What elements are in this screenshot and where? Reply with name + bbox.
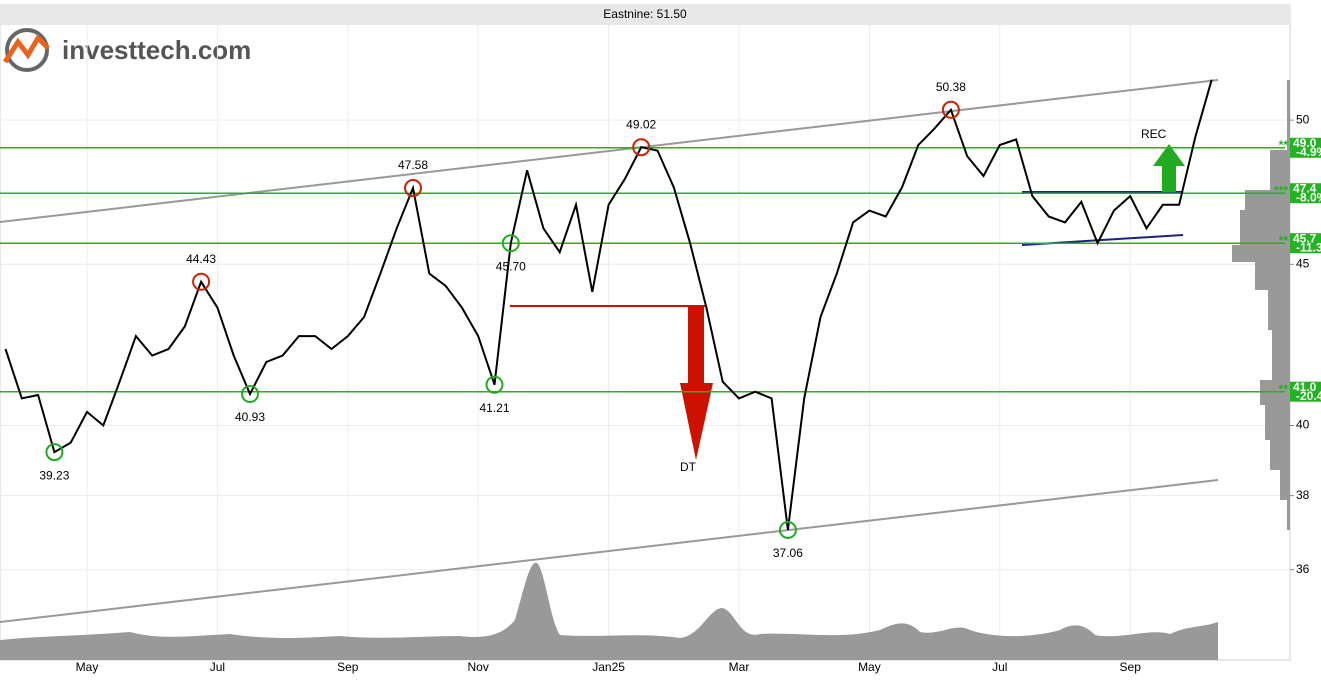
level-change: -20.4 [1296, 389, 1321, 403]
x-tick-label: Nov [468, 660, 489, 674]
x-tick-label: Sep [337, 660, 359, 674]
x-tick-label: May [858, 660, 881, 674]
pivot-circle [241, 385, 259, 404]
y-tick-label: 40 [1296, 418, 1310, 432]
pivot-circle [941, 100, 960, 119]
volume-area [0, 562, 1218, 660]
pivot-circle [501, 234, 520, 253]
rec-arrow [1153, 144, 1185, 192]
logo: investtech.com [2, 28, 251, 72]
x-tick-label: Mar [729, 660, 750, 674]
x-tick-label: Jan25 [592, 660, 625, 674]
pivot-circle [192, 272, 211, 291]
trend-upper [0, 79, 1219, 223]
logo-zigzag [2, 33, 50, 64]
level-label: 47.4 [1293, 181, 1317, 195]
level-stars: ** [1279, 233, 1289, 247]
pivot-circle [45, 443, 64, 462]
plot-area [0, 4, 1291, 661]
pivot-label: 41.21 [479, 401, 509, 415]
rec-label: REC [1141, 127, 1167, 141]
level-change: -8.0% [1296, 190, 1321, 204]
level-label: 49.0 [1293, 136, 1317, 150]
price-line [4, 79, 1213, 531]
level-change: -4.9% [1296, 145, 1321, 159]
x-tick-label: Jul [210, 660, 225, 674]
level-box [1290, 233, 1321, 254]
pivot-label: 39.23 [39, 468, 69, 482]
level-label: 41.0 [1293, 380, 1317, 394]
logo-ring [5, 28, 49, 72]
pivot-circle [404, 179, 422, 198]
y-tick-label: 50 [1296, 112, 1310, 126]
title-bar [0, 5, 1290, 25]
trend-lower [0, 479, 1219, 623]
pivot-label: 45.70 [496, 259, 526, 273]
level-box [1290, 381, 1321, 402]
pivot-label: 44.43 [186, 252, 216, 266]
pivot-circle [632, 138, 651, 157]
pivot-label: 50.38 [936, 80, 966, 94]
pivot-label: 40.93 [235, 410, 265, 424]
chart-title: Eastnine: 51.50 [603, 7, 687, 21]
level-label: 45.7 [1293, 231, 1317, 245]
x-tick-label: Jul [992, 660, 1007, 674]
level-box [1290, 183, 1321, 204]
dt-arrow [680, 306, 713, 460]
y-tick-label: 36 [1296, 562, 1310, 576]
pivot-circle [485, 375, 504, 394]
pivot-label: 47.58 [398, 158, 428, 172]
pivot-label: 49.02 [626, 117, 656, 131]
logo-text: investtech.com [62, 35, 251, 65]
y-tick-label: 38 [1296, 488, 1310, 502]
level-stars: ** [1279, 138, 1289, 152]
level-stars: *** [1274, 183, 1288, 197]
x-tick-label: Sep [1120, 660, 1142, 674]
dt-label: DT [680, 460, 697, 474]
pivot-circle [778, 520, 797, 539]
x-tick-label: May [76, 660, 99, 674]
level-change: -11.3 [1296, 240, 1321, 254]
y-tick-label: 45 [1296, 256, 1310, 270]
pivot-label: 37.06 [773, 546, 803, 560]
level-stars: ** [1279, 382, 1289, 396]
level-box [1290, 137, 1321, 158]
